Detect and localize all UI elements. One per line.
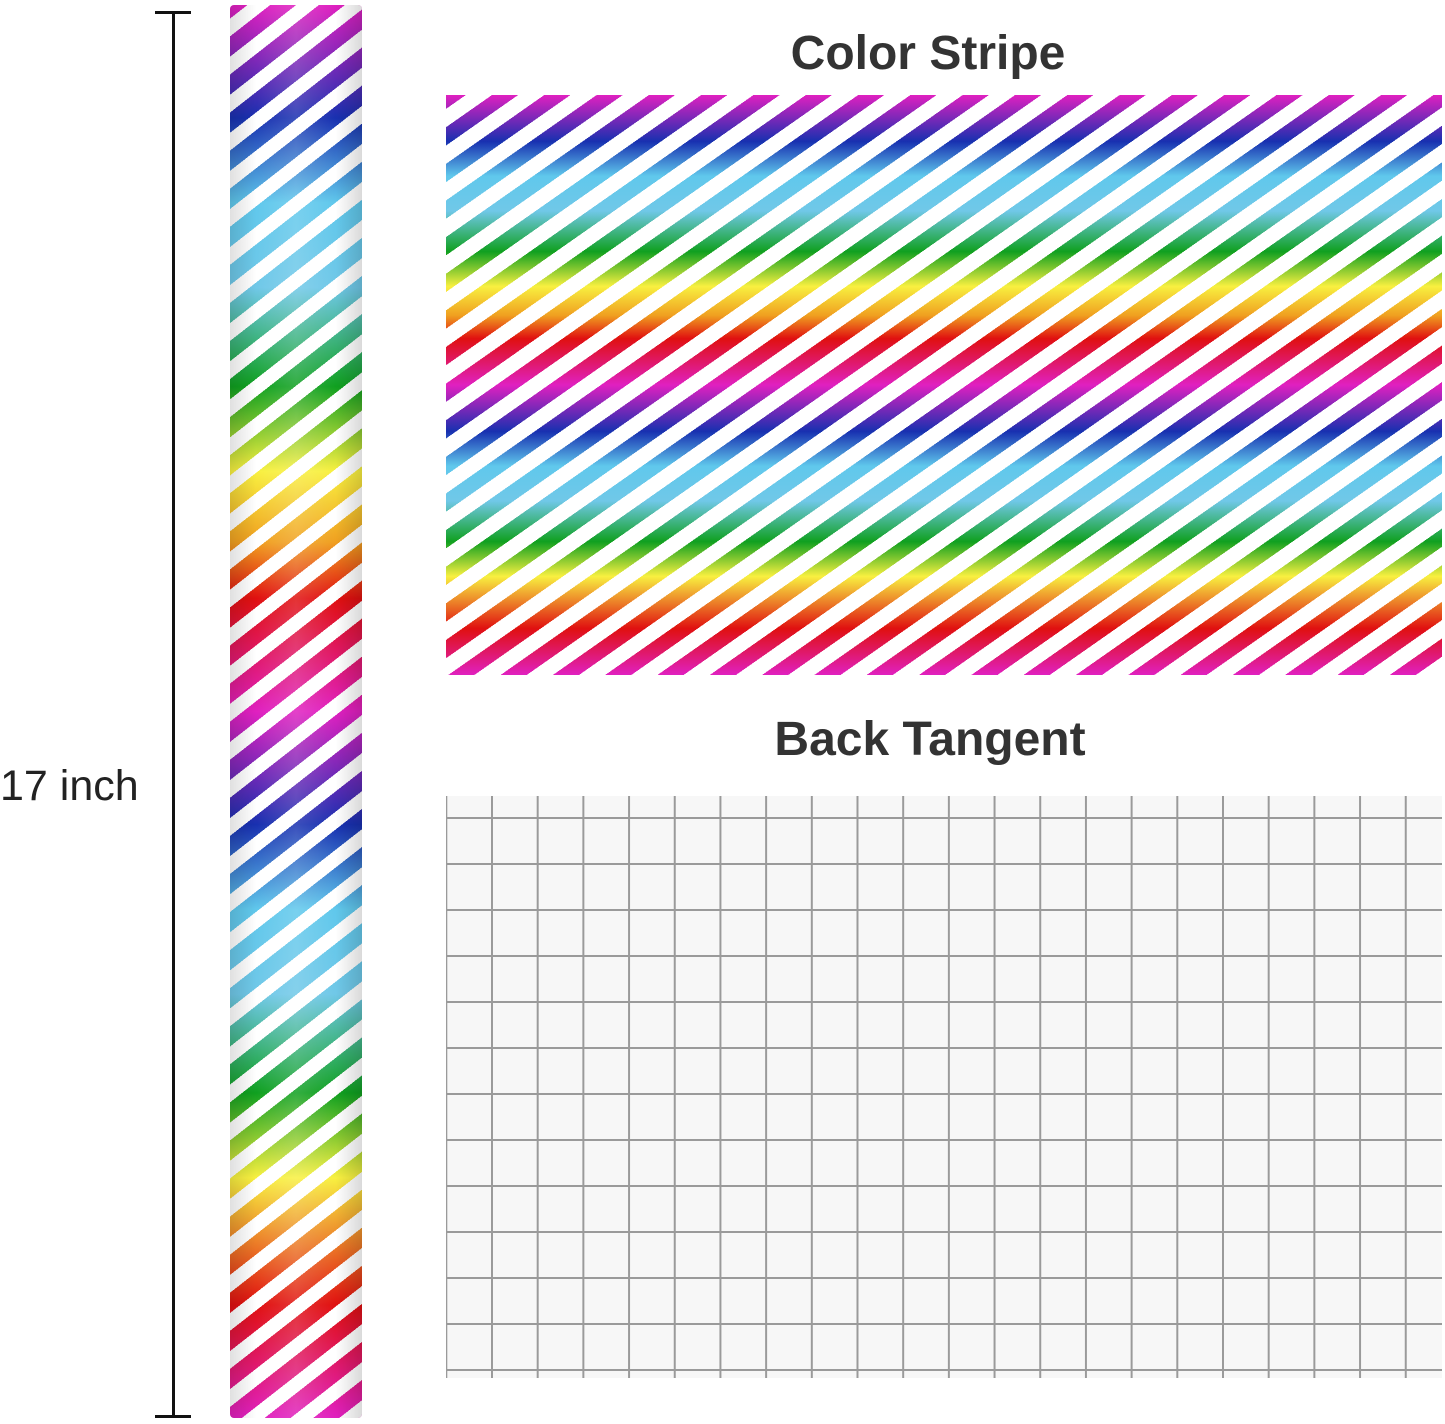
back-tangent-title: Back Tangent	[774, 713, 1086, 766]
wrapping-paper-roll	[230, 5, 362, 1418]
color-stripe-title: Color Stripe	[790, 27, 1066, 80]
roll-white-stripes	[230, 5, 362, 1418]
back-grid-swatch	[446, 796, 1442, 1378]
swatch-white-stripes	[446, 95, 1442, 675]
ruler-bottom-cap	[155, 1415, 191, 1418]
color-stripe-swatch	[446, 95, 1442, 675]
height-label: 17 inch	[0, 762, 139, 810]
ruler-line	[172, 12, 175, 1417]
roll-shading	[230, 5, 362, 1418]
